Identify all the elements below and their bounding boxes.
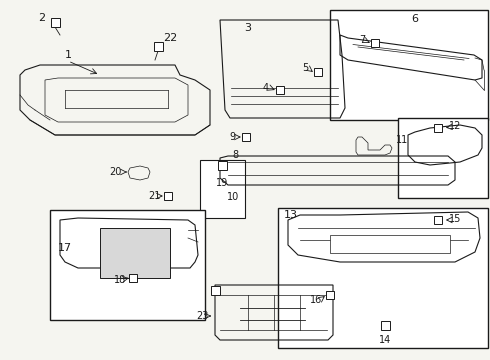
- Text: 14: 14: [379, 335, 391, 345]
- Bar: [50, 18, 59, 27]
- Text: 3: 3: [245, 23, 251, 33]
- Text: 4: 4: [263, 83, 269, 93]
- Bar: [326, 291, 334, 299]
- Text: 15: 15: [449, 214, 461, 224]
- Bar: [211, 285, 220, 294]
- Text: 9: 9: [229, 132, 235, 142]
- Text: 21: 21: [148, 191, 160, 201]
- Bar: [276, 86, 284, 94]
- Bar: [50, 210, 205, 320]
- Bar: [314, 68, 322, 76]
- Text: 13: 13: [284, 210, 298, 220]
- Text: 19: 19: [216, 178, 228, 188]
- Bar: [164, 192, 172, 200]
- Bar: [330, 235, 450, 253]
- Text: 23: 23: [196, 311, 208, 321]
- Text: 6: 6: [412, 14, 418, 24]
- Bar: [242, 133, 250, 141]
- Text: 10: 10: [227, 192, 239, 202]
- Bar: [434, 216, 442, 224]
- Text: 7: 7: [359, 35, 365, 45]
- Text: 12: 12: [449, 121, 461, 131]
- Text: 22: 22: [163, 33, 177, 43]
- Text: 11: 11: [396, 135, 408, 145]
- Text: 1: 1: [65, 50, 72, 60]
- Bar: [381, 320, 390, 329]
- Text: 5: 5: [302, 63, 308, 73]
- Bar: [278, 208, 488, 348]
- Bar: [153, 41, 163, 50]
- Bar: [200, 160, 245, 218]
- Text: 18: 18: [114, 275, 126, 285]
- Bar: [398, 118, 488, 198]
- Bar: [129, 274, 137, 282]
- Bar: [434, 124, 442, 132]
- Text: 8: 8: [232, 150, 238, 160]
- Text: 2: 2: [38, 13, 46, 23]
- Text: 20: 20: [109, 167, 121, 177]
- Text: 17: 17: [58, 243, 72, 253]
- Text: 16: 16: [310, 295, 322, 305]
- Bar: [100, 228, 170, 278]
- Bar: [330, 10, 488, 120]
- Bar: [371, 39, 379, 47]
- Bar: [218, 161, 226, 170]
